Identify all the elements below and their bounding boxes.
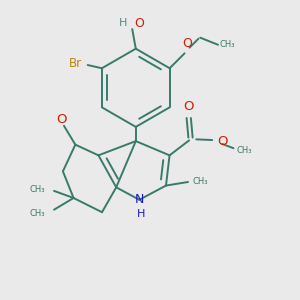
Text: CH₃: CH₃ [220, 40, 235, 49]
Text: O: O [134, 16, 144, 30]
Text: O: O [182, 37, 192, 50]
Text: CH₃: CH₃ [30, 209, 45, 218]
Text: O: O [184, 100, 194, 113]
Text: H: H [118, 18, 127, 28]
Text: CH₃: CH₃ [192, 178, 208, 187]
Text: N: N [135, 193, 144, 206]
Text: CH₃: CH₃ [237, 146, 252, 154]
Text: H: H [137, 209, 145, 219]
Text: Br: Br [68, 57, 82, 70]
Text: O: O [56, 113, 66, 126]
Text: CH₃: CH₃ [30, 184, 45, 194]
Text: O: O [217, 135, 228, 148]
